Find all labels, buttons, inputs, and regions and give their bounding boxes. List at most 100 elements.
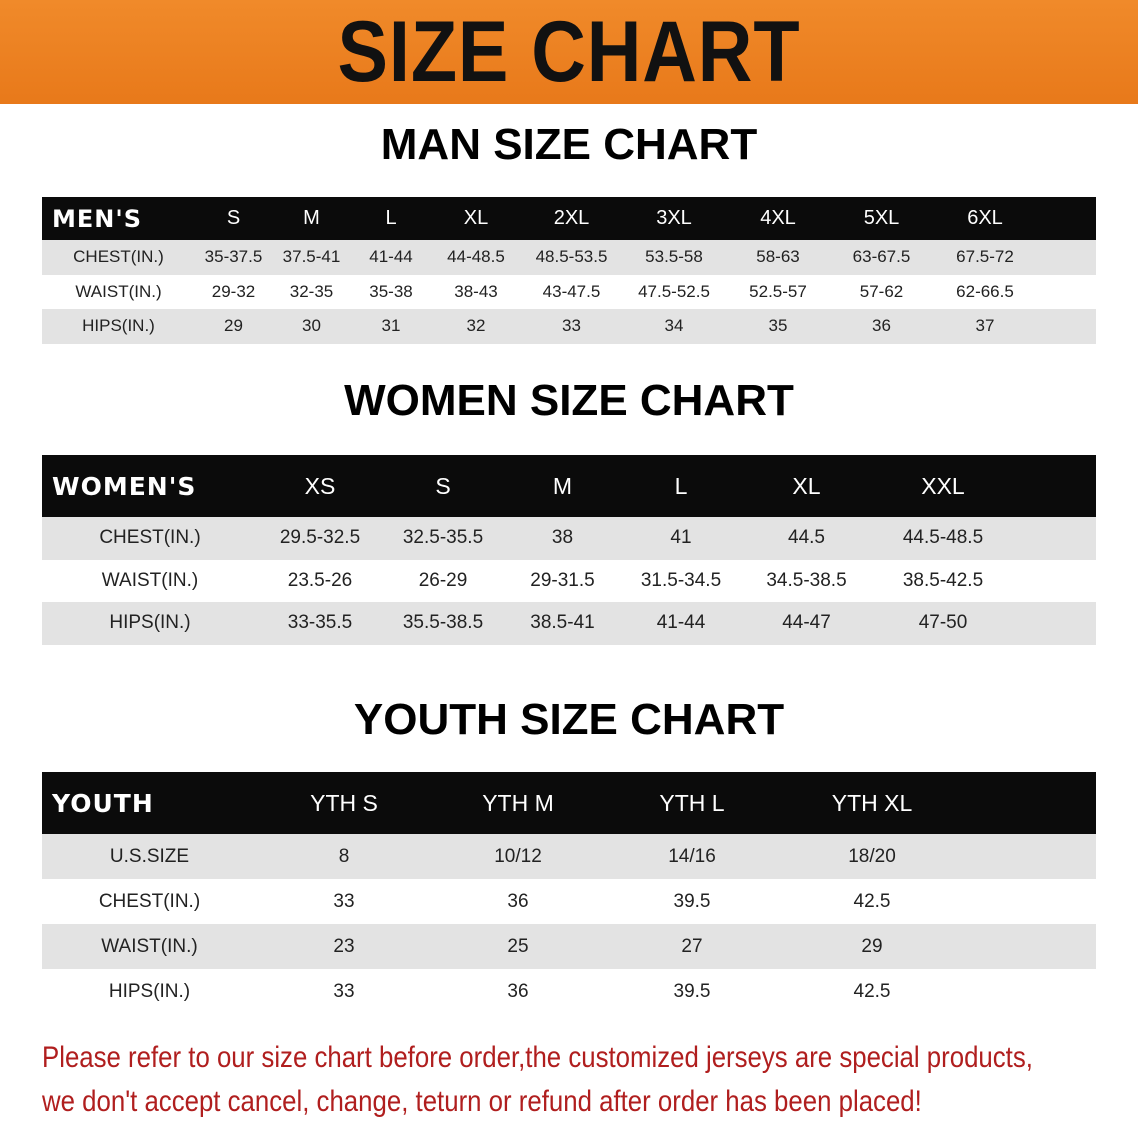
size-header-cell: 5XL	[830, 197, 933, 240]
measurement-value: 44-47	[741, 602, 872, 645]
measurement-value: 31.5-34.5	[621, 559, 741, 602]
empty-cell	[965, 924, 1096, 969]
measurement-value: 31	[351, 309, 431, 344]
empty-header-cell	[965, 772, 1096, 834]
size-header-cell: L	[621, 455, 741, 517]
size-header-cell: 6XL	[933, 197, 1037, 240]
measurement-value: 33	[521, 309, 622, 344]
measurement-label: WAIST(IN.)	[42, 559, 258, 602]
measurement-value: 43-47.5	[521, 274, 622, 309]
measurement-label: WAIST(IN.)	[42, 274, 195, 309]
measurement-value: 47.5-52.5	[622, 274, 726, 309]
measurement-value: 38.5-41	[504, 602, 621, 645]
empty-header-cell	[1014, 455, 1096, 517]
measurement-value: 52.5-57	[726, 274, 830, 309]
measurement-value: 41	[621, 517, 741, 560]
measurement-value: 32.5-35.5	[382, 517, 504, 560]
size-header-cell: M	[504, 455, 621, 517]
measurement-value: 63-67.5	[830, 240, 933, 275]
measurement-value: 33-35.5	[258, 602, 382, 645]
table-title-cell: WOMEN'S	[42, 455, 258, 517]
measurement-value: 58-63	[726, 240, 830, 275]
measurement-value: 25	[431, 924, 605, 969]
measurement-value: 32	[431, 309, 521, 344]
table-row: WAIST(IN.) 29-32 32-35 35-38 38-43 43-47.5 47.…	[42, 274, 1096, 309]
empty-cell	[1014, 559, 1096, 602]
table-row: CHEST(IN.) 29.5-32.5 32.5-35.5 38 41 44.5 44.5…	[42, 517, 1096, 560]
measurement-label: HIPS(IN.)	[42, 969, 257, 1014]
measurement-value: 39.5	[605, 969, 779, 1014]
measurement-value: 53.5-58	[622, 240, 726, 275]
table-row: WAIST(IN.) 23 25 27 29	[42, 924, 1096, 969]
measurement-value: 34.5-38.5	[741, 559, 872, 602]
measurement-value: 30	[272, 309, 351, 344]
measurement-value: 18/20	[779, 834, 965, 879]
measurement-value: 67.5-72	[933, 240, 1037, 275]
order-notice-line-2: we don't accept cancel, change, teturn o…	[42, 1085, 922, 1118]
measurement-value: 35-38	[351, 274, 431, 309]
measurement-value: 35	[726, 309, 830, 344]
measurement-value: 29	[779, 924, 965, 969]
table-row: CHEST(IN.) 35-37.5 37.5-41 41-44 44-48.5 48.5…	[42, 240, 1096, 275]
measurement-value: 34	[622, 309, 726, 344]
measurement-label: WAIST(IN.)	[42, 924, 257, 969]
size-header-cell: S	[195, 197, 272, 240]
youth-section-title: YOUTH SIZE CHART	[353, 695, 785, 744]
measurement-value: 14/16	[605, 834, 779, 879]
size-header-cell: 4XL	[726, 197, 830, 240]
measurement-value: 8	[257, 834, 431, 879]
measurement-value: 26-29	[382, 559, 504, 602]
measurement-value: 36	[431, 879, 605, 924]
measurement-value: 44.5-48.5	[872, 517, 1014, 560]
size-header-cell: XL	[741, 455, 872, 517]
women-size-table: WOMEN'S XS S M L XL XXL CHEST(IN.) 29.5-32.5 32.5…	[42, 455, 1096, 645]
measurement-value: 62-66.5	[933, 274, 1037, 309]
measurement-value: 33	[257, 969, 431, 1014]
measurement-value: 38	[504, 517, 621, 560]
measurement-value: 10/12	[431, 834, 605, 879]
measurement-value: 38-43	[431, 274, 521, 309]
measurement-label: CHEST(IN.)	[42, 517, 258, 560]
size-header-cell: XL	[431, 197, 521, 240]
measurement-value: 23.5-26	[258, 559, 382, 602]
size-header-cell: XS	[258, 455, 382, 517]
empty-cell	[1014, 517, 1096, 560]
empty-cell	[1037, 309, 1096, 344]
size-header-cell: M	[272, 197, 351, 240]
measurement-value: 47-50	[872, 602, 1014, 645]
table-row: HIPS(IN.) 33-35.5 35.5-38.5 38.5-41 41-44 44-…	[42, 602, 1096, 645]
empty-header-cell	[1037, 197, 1096, 240]
measurement-value: 37	[933, 309, 1037, 344]
header-row: MEN'S S M L XL 2XL 3XL 4XL 5XL 6XL	[42, 197, 1096, 240]
measurement-value: 38.5-42.5	[872, 559, 1014, 602]
empty-cell	[1037, 274, 1096, 309]
empty-cell	[965, 969, 1096, 1014]
measurement-value: 41-44	[351, 240, 431, 275]
youth-size-table: YOUTH YTH S YTH M YTH L YTH XL U.S.SIZE 8 10/12…	[42, 772, 1096, 1014]
measurement-label: HIPS(IN.)	[42, 602, 258, 645]
order-notice: Please refer to our size chart before or…	[42, 1036, 1033, 1124]
size-header-cell: YTH M	[431, 772, 605, 834]
size-header-cell: YTH S	[257, 772, 431, 834]
table-title-cell: MEN'S	[42, 197, 195, 240]
measurement-value: 42.5	[779, 969, 965, 1014]
measurement-label: CHEST(IN.)	[42, 240, 195, 275]
measurement-value: 29.5-32.5	[258, 517, 382, 560]
measurement-value: 57-62	[830, 274, 933, 309]
size-header-cell: YTH XL	[779, 772, 965, 834]
measurement-value: 42.5	[779, 879, 965, 924]
size-header-cell: YTH L	[605, 772, 779, 834]
measurement-value: 29-32	[195, 274, 272, 309]
size-header-cell: 3XL	[622, 197, 726, 240]
table-row: CHEST(IN.) 33 36 39.5 42.5	[42, 879, 1096, 924]
men-size-table: MEN'S S M L XL 2XL 3XL 4XL 5XL 6XL CHEST(IN.) 35-37…	[42, 197, 1096, 344]
measurement-value: 48.5-53.5	[521, 240, 622, 275]
table-row: HIPS(IN.) 29 30 31 32 33 34 35 36 37	[42, 309, 1096, 344]
measurement-value: 36	[431, 969, 605, 1014]
table-row: U.S.SIZE 8 10/12 14/16 18/20	[42, 834, 1096, 879]
empty-cell	[1037, 240, 1096, 275]
women-section-title: WOMEN SIZE CHART	[344, 376, 794, 425]
measurement-label: HIPS(IN.)	[42, 309, 195, 344]
measurement-value: 29	[195, 309, 272, 344]
header-row: WOMEN'S XS S M L XL XXL	[42, 455, 1096, 517]
